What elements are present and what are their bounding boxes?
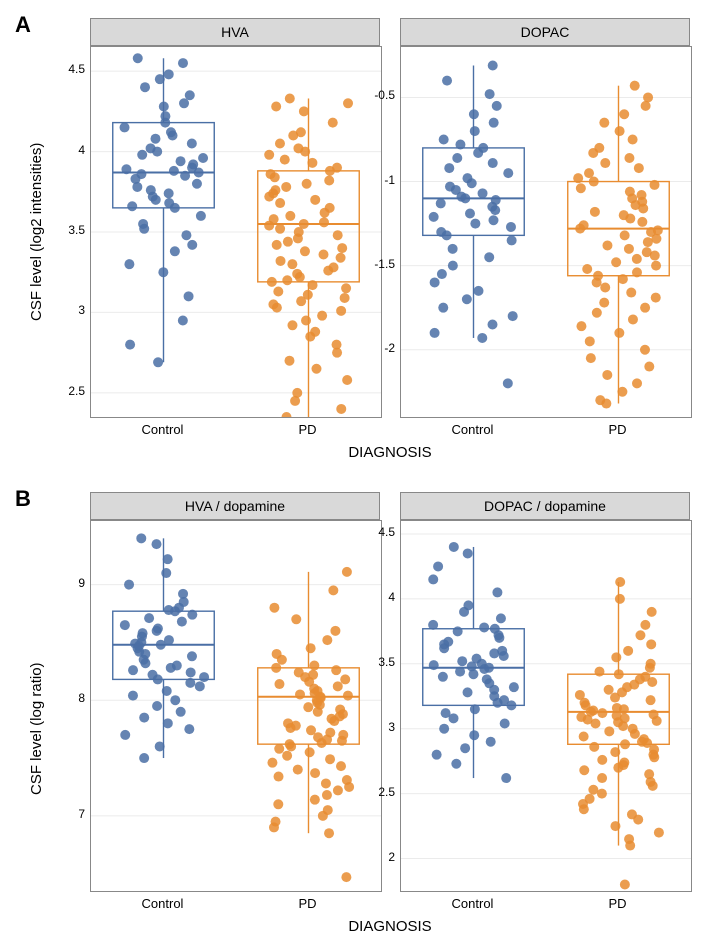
y-tick-label: 2.5 bbox=[355, 785, 395, 799]
x-axis-label: DIAGNOSIS bbox=[330, 444, 450, 461]
subplot bbox=[90, 520, 382, 892]
panel-label: B bbox=[15, 486, 31, 512]
y-tick-label: 3 bbox=[45, 303, 85, 317]
x-tick-label: PD bbox=[268, 422, 348, 437]
x-tick-label: Control bbox=[433, 422, 513, 437]
y-tick-label: 3 bbox=[355, 720, 395, 734]
x-axis-label: DIAGNOSIS bbox=[330, 918, 450, 935]
y-tick-label: 4 bbox=[355, 590, 395, 604]
facet-banner: DOPAC bbox=[400, 18, 690, 46]
subplot bbox=[90, 46, 382, 418]
y-axis-label: CSF level (log ratio) bbox=[28, 662, 45, 795]
y-tick-label: 4 bbox=[45, 143, 85, 157]
y-tick-label: 8 bbox=[45, 691, 85, 705]
x-tick-label: PD bbox=[578, 422, 658, 437]
subplot bbox=[400, 520, 692, 892]
y-tick-label: 7 bbox=[45, 807, 85, 821]
y-tick-label: 3.5 bbox=[45, 223, 85, 237]
x-tick-label: Control bbox=[123, 422, 203, 437]
facet-banner: HVA / dopamine bbox=[90, 492, 380, 520]
y-axis-label: CSF level (log2 intensities) bbox=[28, 143, 45, 321]
y-tick-label: -2 bbox=[355, 341, 395, 355]
x-tick-label: Control bbox=[123, 896, 203, 911]
x-tick-label: Control bbox=[433, 896, 513, 911]
subplot bbox=[400, 46, 692, 418]
y-tick-label: 4.5 bbox=[45, 62, 85, 76]
x-tick-label: PD bbox=[268, 896, 348, 911]
y-tick-label: 2 bbox=[355, 850, 395, 864]
y-tick-label: 3.5 bbox=[355, 655, 395, 669]
y-tick-label: -1 bbox=[355, 173, 395, 187]
y-tick-label: 2.5 bbox=[45, 384, 85, 398]
facet-banner: DOPAC / dopamine bbox=[400, 492, 690, 520]
panel-label: A bbox=[15, 12, 31, 38]
y-tick-label: -0.5 bbox=[355, 88, 395, 102]
x-tick-label: PD bbox=[578, 896, 658, 911]
y-tick-label: 4.5 bbox=[355, 525, 395, 539]
y-tick-label: 9 bbox=[45, 576, 85, 590]
facet-banner: HVA bbox=[90, 18, 380, 46]
y-tick-label: -1.5 bbox=[355, 257, 395, 271]
